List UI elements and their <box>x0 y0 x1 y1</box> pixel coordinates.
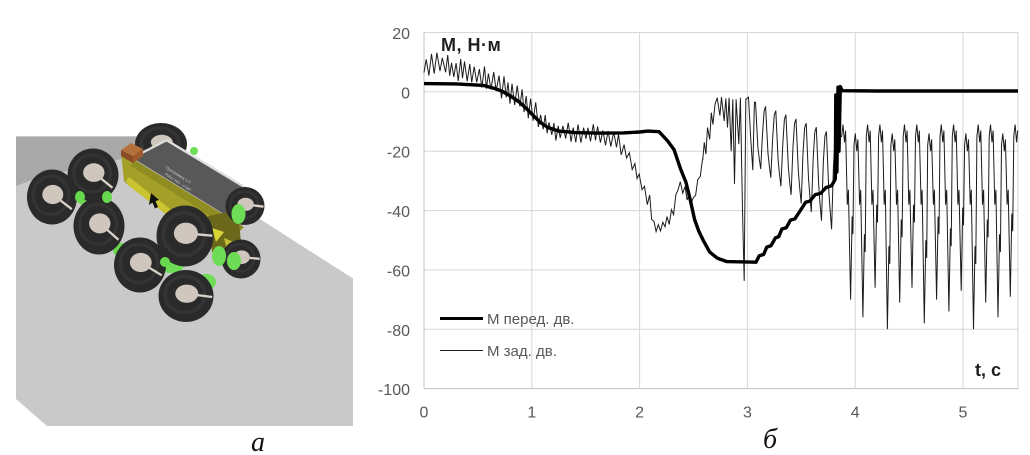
svg-text:3: 3 <box>743 405 752 422</box>
svg-text:20: 20 <box>392 26 410 43</box>
svg-text:0: 0 <box>420 405 429 422</box>
svg-text:4: 4 <box>851 405 860 422</box>
svg-text:М, Н·м: М, Н·м <box>441 35 501 55</box>
svg-text:-20: -20 <box>387 145 410 162</box>
svg-text:5: 5 <box>959 405 968 422</box>
svg-text:-100: -100 <box>378 382 410 399</box>
svg-text:-60: -60 <box>387 263 410 280</box>
svg-text:2: 2 <box>635 405 644 422</box>
svg-text:0: 0 <box>401 85 410 102</box>
svg-text:М зад. дв.: М зад. дв. <box>487 343 557 360</box>
svg-text:М перед. дв.: М перед. дв. <box>487 311 574 328</box>
svg-text:-40: -40 <box>387 204 410 221</box>
svg-text:-80: -80 <box>387 323 410 340</box>
svg-text:1: 1 <box>527 405 536 422</box>
svg-text:t, с: t, с <box>975 360 1001 380</box>
